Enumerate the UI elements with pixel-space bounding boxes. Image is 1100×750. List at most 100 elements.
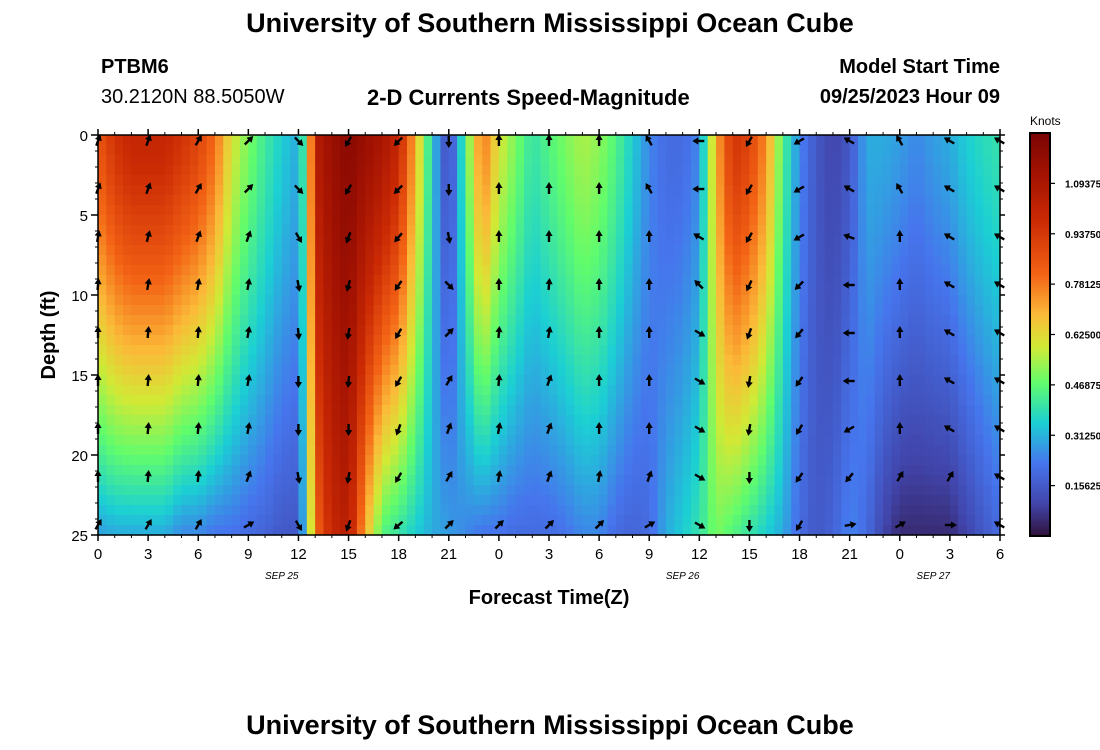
heatmap-cell (114, 245, 124, 256)
heatmap-cell (365, 505, 375, 516)
heatmap-cell (949, 365, 959, 376)
current-vector-head (745, 188, 753, 196)
heatmap-cell (98, 455, 107, 466)
heatmap-cell (549, 405, 558, 416)
heatmap-cell (858, 455, 867, 466)
heatmap-cell (615, 235, 625, 246)
heatmap-cell (515, 225, 525, 236)
heatmap-cell (390, 265, 400, 276)
heatmap-cell (557, 305, 567, 316)
current-vector-arrow (694, 473, 706, 481)
heatmap-cell (306, 365, 316, 376)
heatmap-cell (340, 305, 350, 316)
heatmap-cell (415, 395, 425, 406)
heatmap-cell (774, 505, 784, 516)
heatmap-cell (724, 305, 734, 316)
heatmap-cell (532, 225, 542, 236)
heatmap-cell (131, 445, 141, 456)
heatmap-cell (189, 185, 199, 196)
heatmap-cell (849, 385, 859, 396)
heatmap-cell (239, 325, 249, 336)
heatmap-cell (749, 485, 759, 496)
heatmap-cell (757, 345, 767, 356)
heatmap-cell (131, 365, 141, 376)
heatmap-cell (849, 225, 859, 236)
heatmap-cell (665, 385, 675, 396)
heatmap-cell (448, 135, 458, 146)
heatmap-cell (473, 205, 483, 216)
heatmap-cell (624, 305, 634, 316)
heatmap-cell (440, 135, 450, 146)
heatmap-cell (189, 325, 199, 336)
heatmap-cell (164, 415, 174, 426)
heatmap-cell (599, 505, 609, 516)
heatmap-cell (649, 435, 659, 446)
heatmap-cell (457, 185, 467, 196)
heatmap-cell (181, 325, 191, 336)
heatmap-cell (231, 245, 241, 256)
heatmap-cell (423, 235, 433, 246)
heatmap-cell (791, 335, 801, 346)
heatmap-cell (983, 155, 993, 166)
heatmap-cell (265, 425, 274, 436)
heatmap-cell (273, 355, 283, 366)
heatmap-cell (983, 365, 993, 376)
heatmap-cell (966, 225, 976, 236)
heatmap-cell (657, 245, 667, 256)
heatmap-cell (448, 175, 458, 186)
heatmap-cell (682, 345, 692, 356)
heatmap-cell (649, 315, 659, 326)
heatmap-cell (791, 485, 801, 496)
heatmap-cell (640, 375, 650, 386)
heatmap-cell (615, 455, 625, 466)
heatmap-cell (348, 175, 358, 186)
heatmap-cell (298, 295, 308, 306)
heatmap-cell (164, 245, 174, 256)
heatmap-cell (557, 525, 567, 536)
heatmap-cell (799, 205, 809, 216)
heatmap-cell (298, 315, 308, 326)
heatmap-cell (448, 345, 458, 356)
heatmap-cell (933, 515, 943, 526)
heatmap-cell (716, 245, 725, 256)
heatmap-cell (549, 525, 558, 536)
heatmap-cell (490, 495, 500, 506)
heatmap-cell (164, 475, 174, 486)
heatmap-cell (690, 465, 700, 476)
heatmap-cell (707, 325, 717, 336)
heatmap-cell (732, 445, 742, 456)
heatmap-cell (198, 245, 208, 256)
heatmap-cell (281, 455, 291, 466)
heatmap-cell (306, 255, 316, 266)
heatmap-cell (281, 135, 291, 146)
heatmap-cell (365, 225, 375, 236)
heatmap-cell (457, 445, 467, 456)
heatmap-cell (874, 525, 884, 536)
heatmap-cell (649, 295, 659, 306)
heatmap-cell (565, 455, 575, 466)
heatmap-cell (941, 215, 951, 226)
heatmap-cell (473, 145, 483, 156)
heatmap-cell (899, 395, 909, 406)
heatmap-cell (114, 365, 124, 376)
heatmap-cell (423, 455, 433, 466)
heatmap-cell (991, 165, 1001, 176)
heatmap-cell (615, 425, 625, 436)
heatmap-cell (682, 175, 692, 186)
heatmap-cell (164, 285, 174, 296)
heatmap-cell (607, 275, 617, 286)
heatmap-cell (432, 145, 442, 156)
heatmap-cell (782, 505, 792, 516)
heatmap-cell (674, 505, 684, 516)
heatmap-cell (181, 345, 191, 356)
current-vector-head (294, 430, 302, 436)
heatmap-cell (189, 425, 199, 436)
heatmap-cell (590, 365, 600, 376)
heatmap-cell (323, 505, 333, 516)
heatmap-cell (832, 215, 842, 226)
heatmap-cell (348, 395, 358, 406)
heatmap-cell (816, 225, 826, 236)
heatmap-cell (582, 275, 592, 286)
heatmap-cell (774, 345, 784, 356)
heatmap-cell (582, 385, 592, 396)
